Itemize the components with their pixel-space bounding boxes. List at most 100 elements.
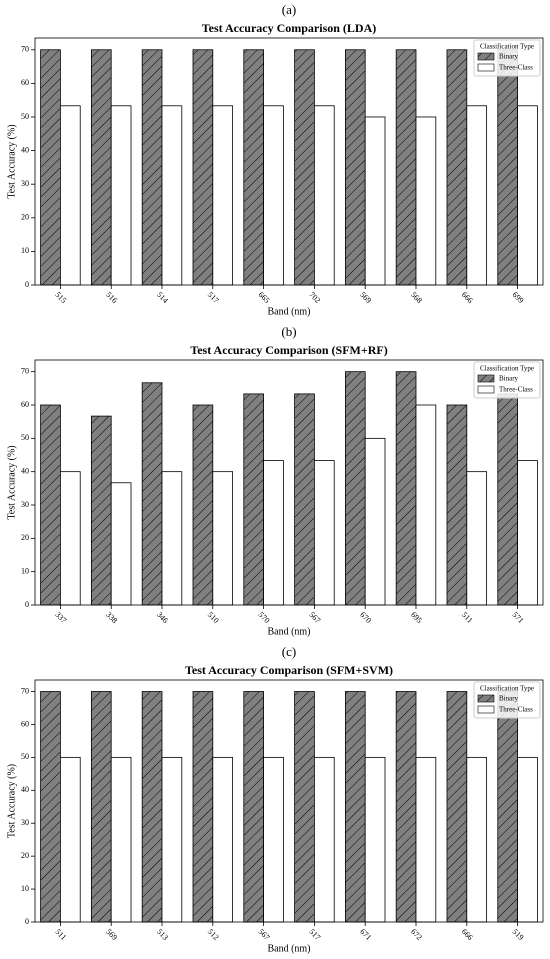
x-tick-label: 567 [257,927,272,942]
bar [243,49,264,286]
bar [446,691,468,923]
plot-frame [34,359,544,606]
bar [446,49,468,286]
bar [497,49,518,286]
bar [294,393,315,606]
bar [212,471,234,606]
y-tick-label: 50 [21,752,29,761]
bar [60,756,81,923]
bar [364,437,386,606]
legend-swatch [477,694,495,703]
chart-title: Test Accuracy Comparison (LDA) [202,21,377,35]
x-tick-label: 512 [206,927,221,942]
x-tick-label: 569 [104,927,119,942]
bar [90,691,112,923]
y-tick-label: 70 [21,366,29,375]
bar [395,371,417,606]
legend-swatch [477,52,495,61]
bar [192,691,214,923]
bar [466,471,488,606]
x-tick-label: 665 [257,290,272,305]
x-tick-label: 568 [409,290,424,305]
bar [90,415,112,606]
legend-title: Classification Type [480,43,534,51]
bar [141,691,163,923]
x-tick-label: 571 [511,610,526,625]
x-axis-label: Band (nm) [267,306,310,317]
bar [192,404,214,606]
y-tick-label: 0 [25,600,29,609]
y-tick-label: 30 [21,818,29,827]
panel-label: (b) [281,324,296,339]
legend-swatch [477,63,495,72]
bar [40,49,61,286]
bar [243,691,264,923]
y-tick-label: 20 [21,851,29,860]
bar [415,116,437,286]
bar [141,49,163,286]
x-axis-label: Band (nm) [267,626,310,637]
x-tick-label: 666 [460,927,475,942]
bar [344,691,366,923]
x-tick-label: 569 [358,290,373,305]
y-tick-label: 0 [25,280,29,289]
bar [212,756,234,923]
bar [212,105,234,286]
panel-label: (a) [282,2,296,17]
x-tick-label: 672 [409,927,424,942]
bar [344,371,366,606]
x-tick-label: 511 [460,610,475,625]
plot-frame [34,37,544,286]
bar [313,756,335,923]
legend-label: Binary [499,695,519,703]
bar [263,460,284,606]
y-tick-label: 10 [21,884,29,893]
bar [161,471,183,606]
bar [313,105,335,286]
y-tick-label: 40 [21,145,29,154]
x-axis-label: Band (nm) [267,943,310,954]
x-tick-label: 699 [511,290,526,305]
y-tick-label: 60 [21,78,29,87]
y-tick-label: 70 [21,686,29,695]
bar [110,756,132,923]
y-tick-label: 70 [21,45,29,54]
legend-title: Classification Type [480,365,534,373]
y-axis-label: Test Accuracy (%) [6,764,17,838]
x-tick-label: 670 [358,610,373,625]
bar [90,49,112,286]
y-tick-label: 20 [21,213,29,222]
chart-title: Test Accuracy Comparison (SFM+SVM) [185,663,393,677]
bar [60,471,81,606]
bar [161,105,183,286]
y-tick-label: 40 [21,785,29,794]
y-axis-label: Test Accuracy (%) [6,124,17,198]
bar [415,756,437,923]
x-tick-label: 511 [54,927,69,942]
bar [466,756,488,923]
legend-label: Binary [499,53,519,61]
bar [110,482,132,606]
bar [263,105,284,286]
legend-swatch [477,705,495,714]
x-tick-label: 337 [53,610,68,625]
legend-title: Classification Type [480,685,534,693]
y-tick-label: 50 [21,433,29,442]
y-tick-label: 0 [25,917,29,926]
bar [344,49,366,286]
bar [110,105,132,286]
y-tick-label: 30 [21,179,29,188]
bar [60,105,81,286]
y-tick-label: 40 [21,466,29,475]
x-tick-label: 666 [460,290,475,305]
bar [364,756,386,923]
x-tick-label: 517 [307,927,322,942]
x-tick-label: 510 [206,610,221,625]
plot-frame [34,679,544,923]
legend-swatch [477,385,495,394]
y-tick-label: 50 [21,112,29,121]
x-tick-label: 671 [358,927,373,942]
bar [294,49,315,286]
bar [395,49,417,286]
